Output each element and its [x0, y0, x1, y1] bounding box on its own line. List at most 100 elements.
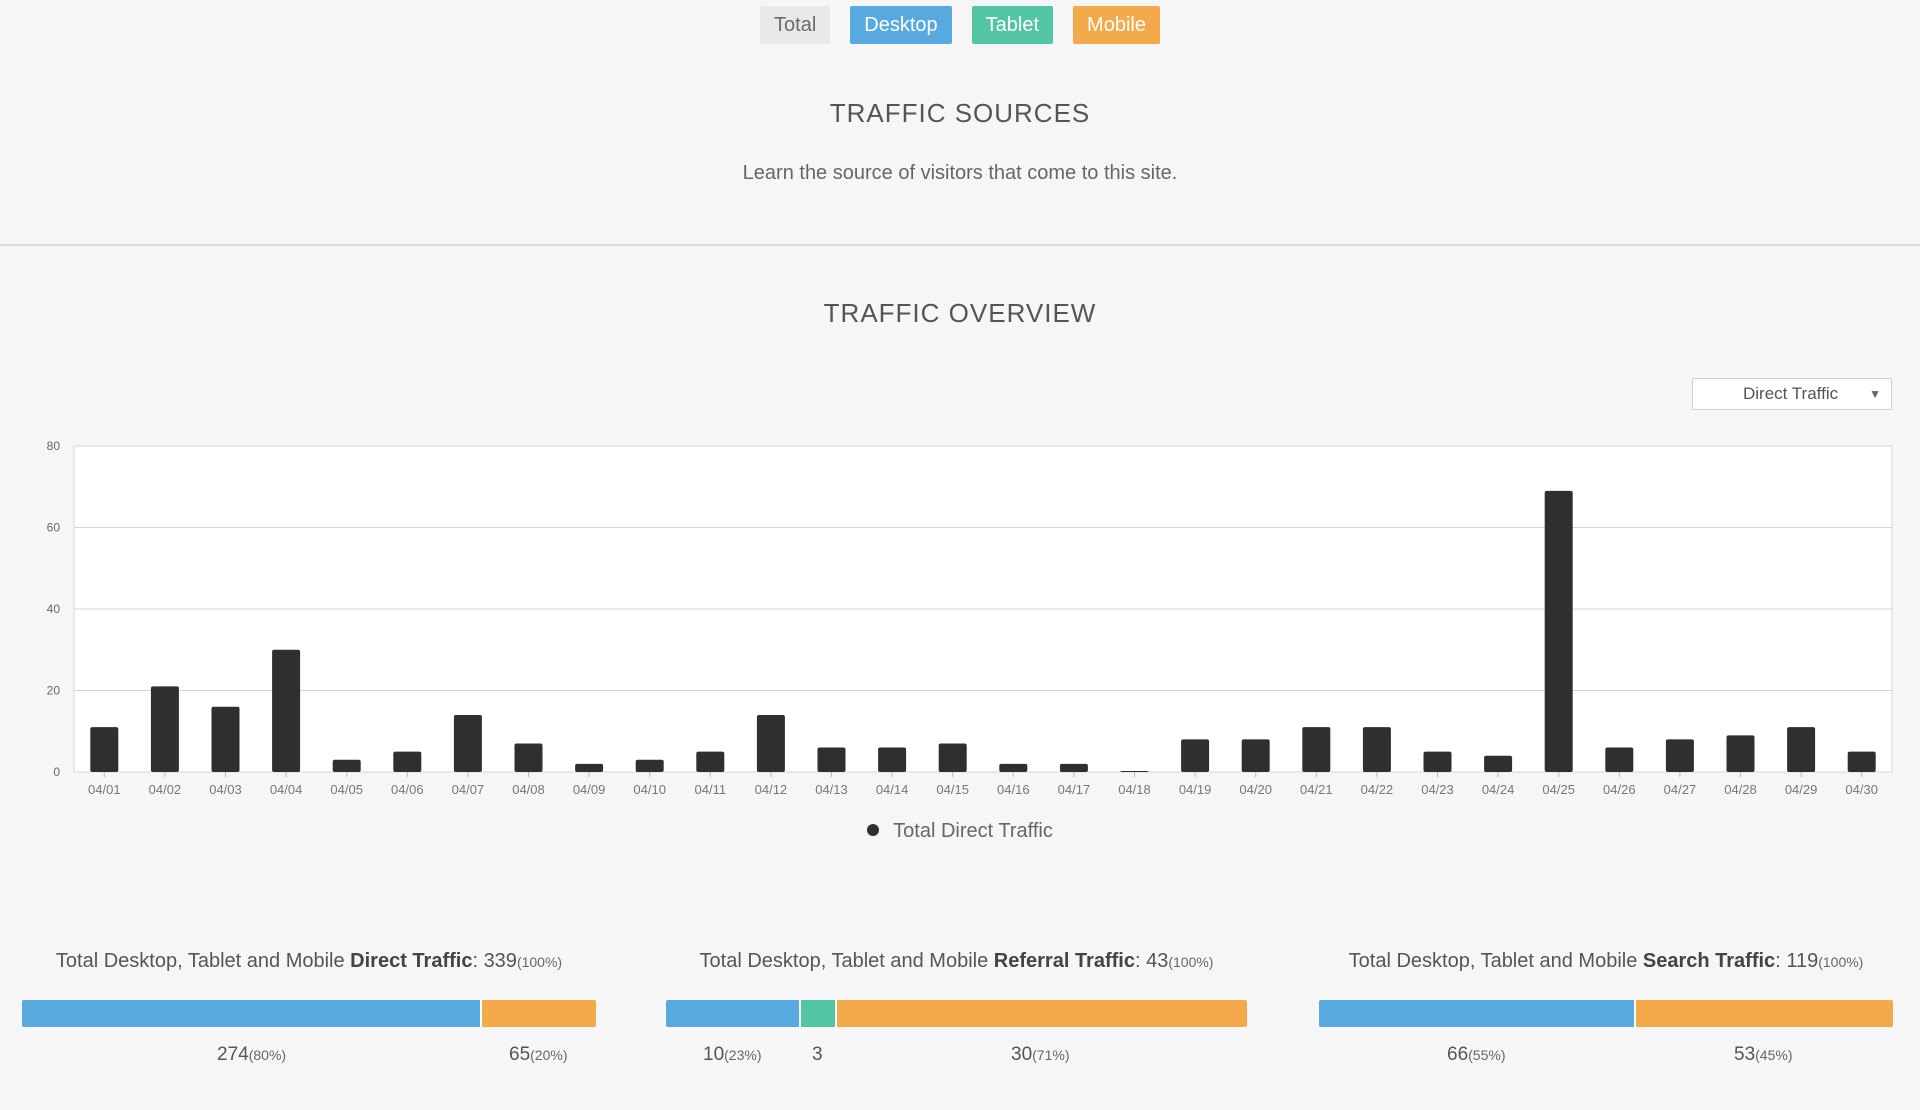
summary-pct: (100%)	[1168, 954, 1214, 970]
x-tick-label: 04/06	[391, 782, 424, 797]
x-tick-label: 04/15	[936, 782, 969, 797]
traffic-summary: Total Desktop, Tablet and Mobile Direct …	[22, 950, 596, 1065]
x-tick-label: 04/01	[88, 782, 121, 797]
bar	[756, 714, 785, 772]
bar	[1241, 739, 1270, 772]
x-tick-label: 04/11	[695, 782, 727, 797]
device-tabs: Total Desktop Tablet Mobile	[0, 6, 1920, 44]
traffic-type-select-value: Direct Traffic	[1743, 384, 1839, 403]
summary-prefix: Total Desktop, Tablet and Mobile	[699, 950, 994, 972]
bar	[878, 747, 907, 772]
y-tick-label: 60	[47, 521, 61, 535]
bar	[1423, 751, 1452, 772]
bar	[332, 759, 361, 772]
section-divider	[0, 244, 1920, 246]
x-tick-label: 04/29	[1785, 782, 1818, 797]
traffic-share-bar	[22, 1000, 596, 1027]
segment-value: 274	[217, 1044, 249, 1065]
bar	[1787, 727, 1816, 772]
segment-tablet	[798, 1000, 836, 1027]
x-tick-label: 04/09	[573, 782, 606, 797]
summary-sep: :	[1134, 950, 1147, 972]
traffic-summary: Total Desktop, Tablet and Mobile Referra…	[666, 950, 1247, 1065]
x-tick-label: 04/08	[512, 782, 545, 797]
bar	[393, 751, 422, 772]
summary-value: 339	[483, 950, 517, 972]
summary-sep: :	[472, 950, 484, 972]
segment-label-mobile: 65(20%)	[509, 1044, 568, 1066]
segment-value: 65	[509, 1044, 531, 1065]
summary-pct: (100%)	[516, 954, 563, 970]
x-tick-label: 04/10	[633, 782, 666, 797]
traffic-overview-title: TRAFFIC OVERVIEW	[823, 298, 1097, 328]
bar	[1726, 735, 1755, 772]
chevron-down-icon: ▼	[1869, 387, 1881, 401]
segment-pct: (20%)	[530, 1047, 568, 1063]
bar	[1059, 763, 1088, 772]
segment-value: 66	[1447, 1044, 1469, 1065]
x-tick-label: 04/19	[1179, 782, 1212, 797]
x-tick-label: 04/21	[1300, 782, 1333, 797]
x-tick-label: 04/04	[270, 782, 303, 797]
traffic-share-bar	[1319, 1000, 1893, 1027]
bar	[1120, 771, 1149, 772]
segment-pct: (23%)	[724, 1047, 762, 1063]
x-tick-label: 04/22	[1361, 782, 1394, 797]
segment-label-desktop: 66(55%)	[1447, 1044, 1506, 1066]
traffic-sources-title: TRAFFIC SOURCES	[829, 98, 1091, 128]
traffic-type-select[interactable]: Direct Traffic ▼	[1692, 378, 1892, 410]
bar	[90, 727, 119, 772]
x-tick-label: 04/24	[1482, 782, 1515, 797]
segment-pct: (80%)	[248, 1047, 287, 1063]
tab-mobile[interactable]: Mobile	[1073, 6, 1160, 44]
tab-tablet[interactable]: Tablet	[971, 6, 1054, 44]
segment-desktop	[1319, 1000, 1634, 1027]
summary-title: Total Desktop, Tablet and Mobile Search …	[1319, 950, 1893, 973]
bar	[575, 763, 604, 772]
legend-label: Total Direct Traffic	[893, 820, 1053, 842]
bar	[453, 714, 482, 772]
x-tick-label: 04/16	[997, 782, 1030, 797]
summary-type: Referral Traffic	[993, 950, 1135, 972]
segment-mobile	[479, 1000, 596, 1027]
segment-value: 10	[703, 1044, 725, 1065]
bar	[938, 743, 967, 772]
x-tick-label: 04/12	[755, 782, 788, 797]
summary-title: Total Desktop, Tablet and Mobile Direct …	[22, 950, 596, 973]
traffic-bar-chart: 0 20 40 60 80 04/01 04/02 04/03 04/04 04/05 04/06 0…	[47, 439, 1893, 797]
segment-pct: (71%)	[1032, 1047, 1070, 1063]
summary-pct: (100%)	[1818, 954, 1864, 970]
x-tick-label: 04/07	[452, 782, 485, 797]
segment-desktop	[22, 1000, 480, 1027]
summary-prefix: Total Desktop, Tablet and Mobile	[1348, 950, 1643, 972]
x-tick-label: 04/18	[1118, 782, 1151, 797]
summary-type: Direct Traffic	[350, 950, 473, 972]
segment-value: 30	[1011, 1044, 1033, 1065]
segment-value: 53	[1734, 1044, 1756, 1065]
bar	[1362, 727, 1391, 772]
x-tick-label: 04/28	[1724, 782, 1757, 797]
segment-pct: (45%)	[1755, 1047, 1793, 1063]
bar	[635, 759, 664, 772]
bar	[1544, 490, 1573, 772]
summary-title: Total Desktop, Tablet and Mobile Referra…	[666, 950, 1247, 973]
x-tick-label: 04/14	[876, 782, 909, 797]
bar	[211, 706, 240, 772]
traffic-share-bar	[666, 1000, 1247, 1027]
segment-value: 3	[812, 1044, 823, 1065]
bar	[150, 686, 179, 772]
bar	[1665, 739, 1694, 772]
bar	[696, 751, 725, 772]
summary-value: 119	[1786, 950, 1819, 972]
traffic-sources-subtitle: Learn the source of visitors that come t…	[742, 162, 1178, 184]
x-tick-label: 04/26	[1603, 782, 1636, 797]
segment-label-tablet: 3	[812, 1044, 823, 1066]
segment-pct: (55%)	[1468, 1047, 1506, 1063]
segment-label-mobile: 30(71%)	[1011, 1044, 1070, 1066]
legend-dot-icon	[867, 823, 880, 836]
x-tick-label: 04/25	[1542, 782, 1575, 797]
tab-total[interactable]: Total	[760, 6, 831, 44]
segment-mobile	[835, 1000, 1247, 1027]
tab-desktop[interactable]: Desktop	[850, 6, 952, 44]
bar	[999, 763, 1028, 772]
